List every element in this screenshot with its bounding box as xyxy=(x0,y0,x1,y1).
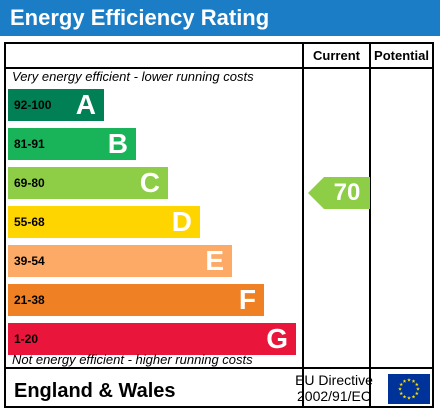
band-letter: E xyxy=(205,245,224,276)
band-range: 39-54 xyxy=(14,254,45,268)
band-letter: G xyxy=(266,323,288,354)
band-b: 81-91 B xyxy=(8,128,136,160)
region-label: England & Wales xyxy=(14,380,176,402)
band-letter: A xyxy=(75,89,96,120)
header-underline xyxy=(302,67,432,69)
page-title: Energy Efficiency Rating xyxy=(0,0,440,36)
band-range: 21-38 xyxy=(14,293,45,307)
eu-star-icon xyxy=(407,396,411,400)
band-letter: F xyxy=(238,284,256,315)
eu-directive-line2: 2002/91/EC xyxy=(297,388,371,404)
footer-divider xyxy=(6,367,432,369)
band-d: 55-68 D xyxy=(8,206,200,238)
band-letter: B xyxy=(107,128,128,159)
eu-star-icon xyxy=(402,394,407,399)
eu-star-icon xyxy=(414,391,419,396)
current-rating-arrow: 70 xyxy=(308,177,370,209)
band-letter: C xyxy=(139,167,160,198)
band-letter: D xyxy=(171,206,192,237)
band-range: 55-68 xyxy=(14,215,45,229)
eu-star-icon xyxy=(407,378,411,382)
current-column-divider xyxy=(302,44,304,406)
band-range: 69-80 xyxy=(14,176,45,190)
rating-chart: Current Potential Very energy efficient … xyxy=(4,42,434,408)
band-c: 69-80 C xyxy=(8,167,168,199)
current-column-header: Current xyxy=(313,48,360,63)
band-range: 1-20 xyxy=(14,332,39,346)
eu-star-icon xyxy=(411,394,416,399)
bottom-note: Not energy efficient - higher running co… xyxy=(12,352,253,367)
eu-star-icon xyxy=(414,382,419,387)
eu-directive: EU Directive 2002/91/EC xyxy=(294,372,374,404)
band-range: 81-91 xyxy=(14,137,45,151)
band-e: 39-54 E xyxy=(8,245,232,277)
current-rating-arrow-shape xyxy=(308,177,370,209)
eu-star-icon xyxy=(411,379,416,383)
eu-directive-line1: EU Directive xyxy=(295,372,373,388)
eu-star-icon xyxy=(398,387,402,391)
top-note: Very energy efficient - lower running co… xyxy=(12,69,254,84)
band-g: 1-20 G xyxy=(8,323,296,355)
current-rating-value: 70 xyxy=(333,179,361,206)
eu-star-icon xyxy=(399,382,404,387)
band-range: 92-100 xyxy=(14,98,52,112)
band-f: 21-38 F xyxy=(8,284,264,316)
eu-star-icon xyxy=(416,387,420,391)
band-a: 92-100 A xyxy=(8,89,104,121)
eu-flag-icon xyxy=(388,374,430,404)
potential-column-divider xyxy=(369,44,371,406)
eu-star-icon xyxy=(402,379,407,383)
header-underline-left xyxy=(6,67,302,69)
eu-star-icon xyxy=(399,391,404,396)
potential-column-header: Potential xyxy=(374,48,429,63)
